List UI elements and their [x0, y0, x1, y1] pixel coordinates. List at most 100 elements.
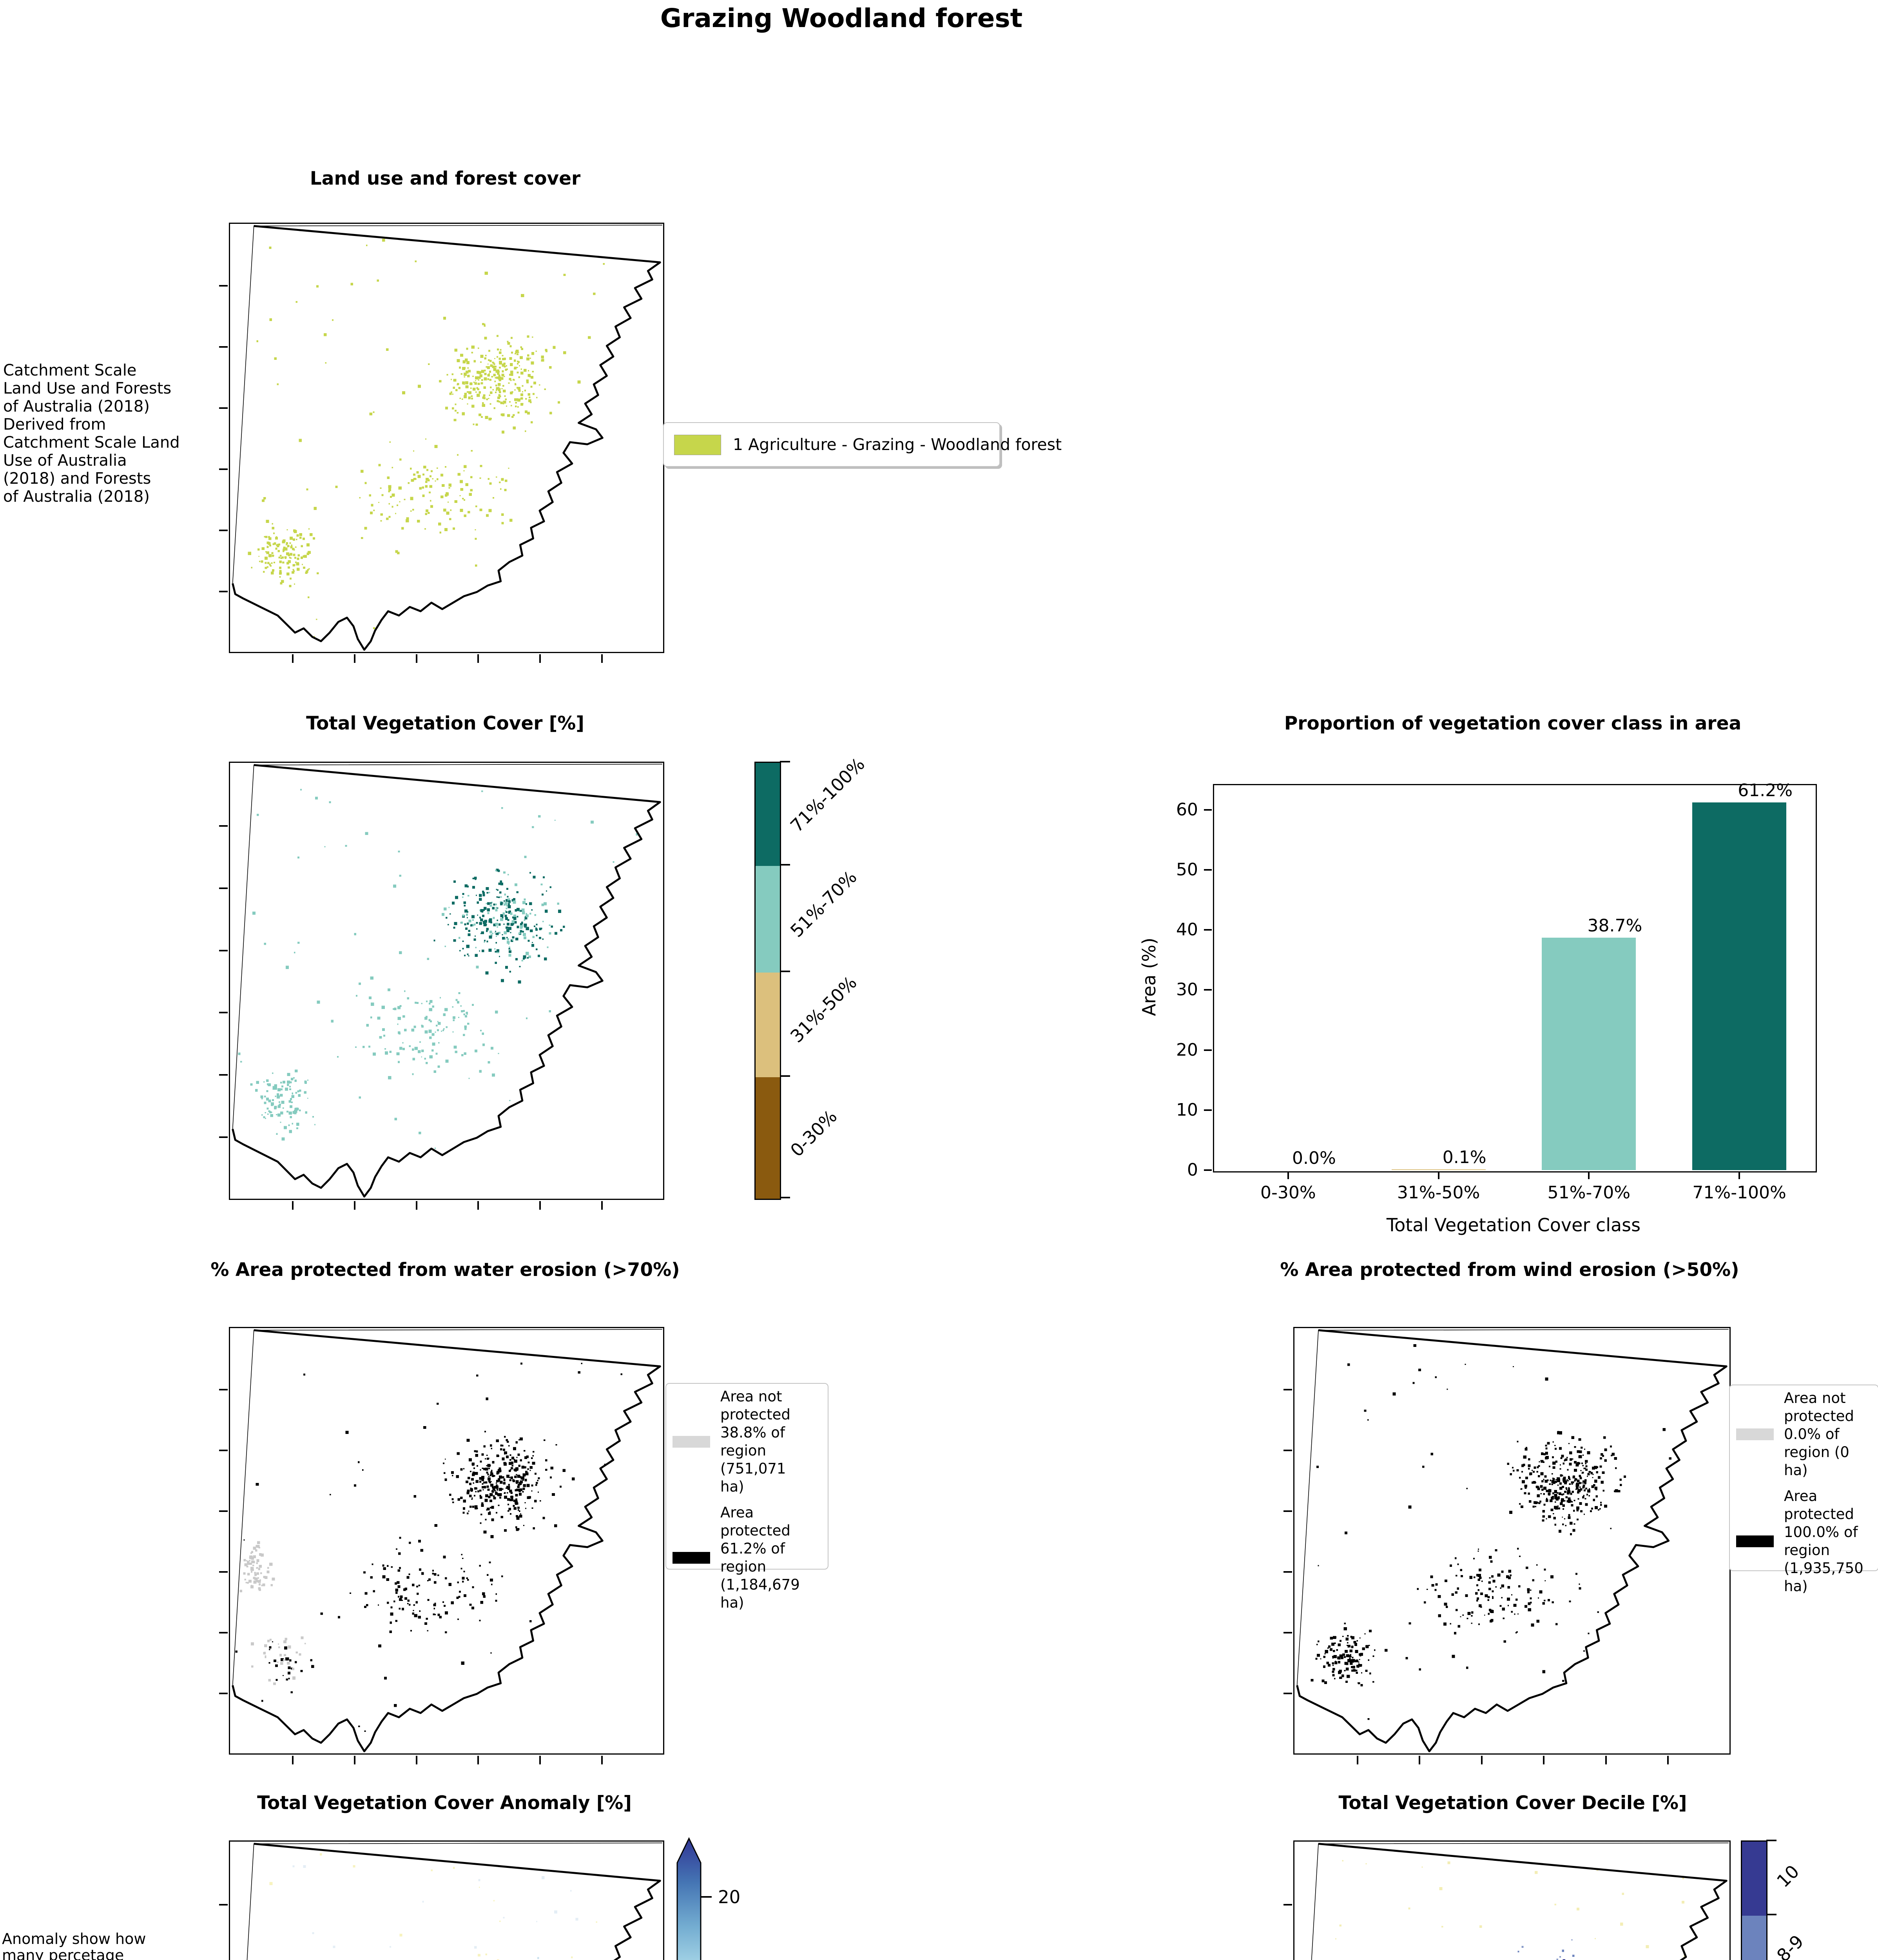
tvc-colorbar: [754, 762, 781, 1200]
map-axis-tick: [292, 1201, 294, 1210]
map-specks-layer: [269, 1853, 650, 1960]
map-axis-tick: [539, 1756, 541, 1764]
not-protected-swatch: [1736, 1428, 1774, 1440]
map-specks-layer: [1335, 1860, 1686, 1960]
map-axis-tick: [1283, 1692, 1292, 1694]
chart-x-tick-label: 0-30%: [1260, 1183, 1316, 1203]
chart-y-tick: [1204, 929, 1212, 931]
landuse-legend-swatch: [674, 435, 721, 455]
map-axis-tick: [601, 1756, 603, 1764]
chart-y-tick-label: 40: [1176, 920, 1198, 940]
chart-y-axis-label: Area (%): [1138, 937, 1160, 1016]
protected-swatch: [1736, 1535, 1774, 1547]
chart-y-tick: [1204, 1049, 1212, 1051]
page-title: Grazing Woodland forest: [660, 3, 1023, 33]
map-canvas: [230, 1328, 663, 1753]
map-axis-tick: [292, 1756, 294, 1764]
map-axis-tick: [219, 949, 228, 951]
tvc-colorbar-tick: [780, 761, 790, 762]
map-axis-tick: [219, 1012, 228, 1014]
map-axis-tick: [219, 468, 228, 470]
region-boundary: [1297, 1330, 1727, 1751]
map-axis-tick: [219, 1632, 228, 1633]
chart-y-tick: [1204, 1169, 1212, 1171]
anomaly-colorbar-tick-label: 20: [718, 1887, 740, 1907]
chart-x-tick: [1438, 1171, 1439, 1179]
wind-legend-not-protected: Area not protected 0.0% of region (0 ha): [1730, 1385, 1878, 1483]
map-axis-tick: [1419, 1756, 1421, 1764]
map-axis-tick: [1543, 1756, 1545, 1764]
tvc-colorbar-label: 71%-100%: [786, 753, 869, 836]
map-extent-outline: [1297, 1329, 1729, 1685]
chart-x-tick-label: 31%-50%: [1397, 1183, 1480, 1203]
map-axis-tick: [219, 346, 228, 348]
anomaly-colorbar-bar: [676, 1837, 702, 1960]
decile-map: [1283, 1840, 1731, 1960]
tvc-map-title: Total Vegetation Cover [%]: [306, 713, 584, 734]
map-axis-tick: [1605, 1756, 1607, 1764]
map-canvas: [230, 1842, 663, 1960]
map-axis-tick: [539, 654, 541, 663]
bar-value-label: 0.0%: [1292, 1148, 1336, 1168]
tvc-colorbar-label: 0-30%: [786, 1105, 841, 1161]
chart-x-tick-label: 51%-70%: [1547, 1183, 1631, 1203]
map-axis-tick: [219, 1136, 228, 1138]
region-boundary: [233, 1330, 660, 1751]
map-axis-tick: [1481, 1756, 1483, 1764]
water-erosion-map: [219, 1327, 664, 1764]
map-axis-tick: [477, 1201, 479, 1210]
decile-colorbar-tick: [1766, 1914, 1776, 1915]
chart-x-tick: [1588, 1171, 1590, 1179]
map-extent-outline: [233, 764, 662, 1129]
landuse-map: [219, 223, 664, 663]
tvc-colorbar-tick: [780, 1075, 790, 1077]
map-axis-tick: [353, 654, 355, 663]
map-axis-tick: [219, 1692, 228, 1694]
map-specks-layer: [1311, 1344, 1671, 1720]
map-axis-tick: [601, 1201, 603, 1210]
wind-legend-protected: Area protected 100.0% of region (1,935,7…: [1730, 1483, 1878, 1599]
wind-erosion-map: [1283, 1327, 1731, 1764]
chart-y-tick-label: 20: [1176, 1040, 1198, 1060]
landuse-legend: 1 Agriculture - Grazing - Woodland fores…: [663, 422, 1062, 467]
bar-value-label: 0.1%: [1442, 1147, 1486, 1168]
map-axis-tick: [477, 654, 479, 663]
water-legend-protected: Area protected 61.2% of region (1,184,67…: [666, 1500, 828, 1616]
wind-erosion-legend: Area not protected 0.0% of region (0 ha)…: [1729, 1385, 1878, 1595]
chart-x-tick: [1287, 1171, 1289, 1179]
chart-y-tick: [1204, 809, 1212, 811]
bar-value-label: 38.7%: [1587, 916, 1642, 936]
tvc-colorbar-tick: [780, 864, 790, 866]
map-axis-tick: [1356, 1756, 1358, 1764]
map-axis-tick: [353, 1756, 355, 1764]
water-legend-not-protected: Area not protected 38.8% of region (751,…: [666, 1384, 828, 1500]
anomaly-colorbar: 20100−10−20: [674, 1835, 799, 1960]
tvc-colorbar-segment: [756, 866, 780, 973]
water-erosion-legend: Area not protected 38.8% of region (751,…: [665, 1383, 828, 1611]
chart-y-tick: [1204, 869, 1212, 871]
map-axis-tick: [415, 1756, 417, 1764]
bar: [1542, 938, 1636, 1170]
region-boundary: [233, 765, 660, 1197]
anomaly-map: [219, 1840, 664, 1960]
map-axis-tick: [415, 1201, 417, 1210]
not-protected-swatch: [673, 1436, 710, 1448]
chart-y-tick: [1204, 989, 1212, 991]
decile-colorbar: [1741, 1840, 1767, 1960]
map-axis-tick: [292, 654, 294, 663]
map-axis-tick: [353, 1201, 355, 1210]
decile-colorbar-segment: [1742, 1916, 1766, 1960]
map-axis-tick: [1283, 1449, 1292, 1451]
chart-y-tick-label: 50: [1176, 860, 1198, 880]
map-axis-tick: [1283, 1510, 1292, 1512]
protected-label: Area protected 100.0% of region (1,935,7…: [1784, 1488, 1863, 1595]
wind-erosion-title: % Area protected from wind erosion (>50%…: [1280, 1259, 1739, 1281]
tvc-map: [219, 762, 664, 1210]
map-axis-tick: [1283, 1571, 1292, 1573]
map-canvas: [1294, 1328, 1729, 1753]
map-axis-tick: [219, 825, 228, 827]
anomaly-colorbar-canvas: 20100−10−20: [676, 1837, 740, 1960]
tvc-colorbar-label: 31%-50%: [786, 972, 861, 1047]
map-axis-tick: [601, 654, 603, 663]
